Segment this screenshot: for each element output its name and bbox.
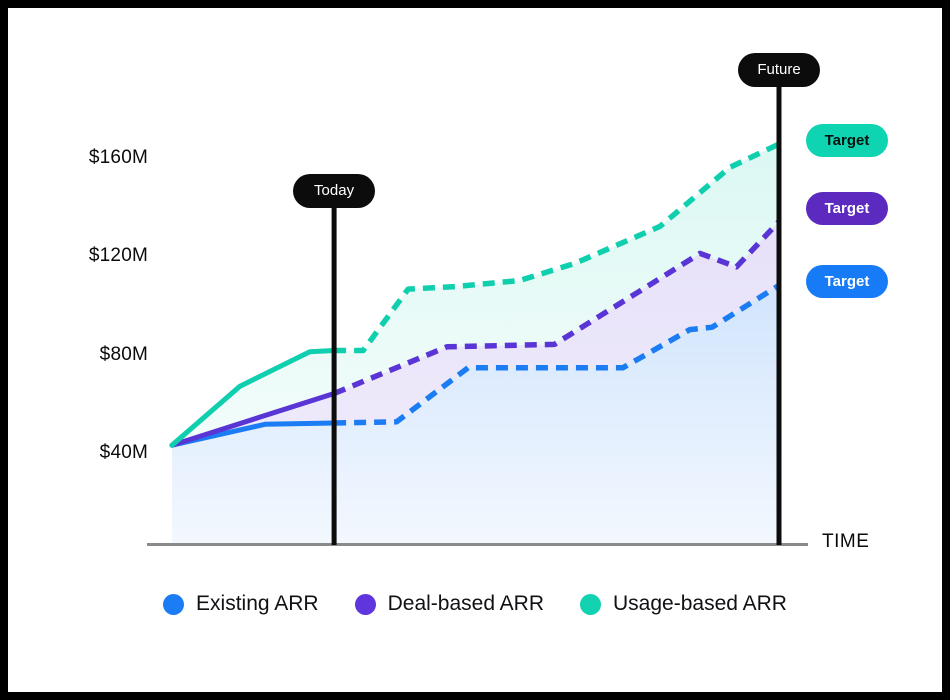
marker-badge-today: Today <box>293 174 376 208</box>
marker-badge-future: Future <box>738 53 820 87</box>
target-badge-deal-based-arr: Target <box>806 192 888 225</box>
y-axis-tick: $120M <box>88 245 148 267</box>
line-solid-existing-arr <box>169 420 337 448</box>
line-solid-usage-based-arr <box>169 348 337 448</box>
target-badge-usage-based-arr: Target <box>806 124 888 157</box>
legend-dot-icon <box>580 593 602 615</box>
series-lines <box>169 141 782 448</box>
band-existing-arr <box>172 285 779 543</box>
legend-dot-icon <box>354 593 376 615</box>
y-axis-tick: $160M <box>88 147 148 168</box>
band-usage-based-arr <box>172 144 779 446</box>
target-badge-existing-arr: Target <box>806 265 888 298</box>
x-axis-line <box>147 543 808 546</box>
legend-item: Existing ARR <box>163 592 319 616</box>
line-dashed-deal-based-arr <box>333 219 782 397</box>
legend-label: Existing ARR <box>196 592 319 615</box>
x-axis <box>147 543 808 546</box>
line-dashed-usage-based-arr <box>334 141 781 354</box>
x-axis-label: TIME <box>822 531 870 552</box>
legend-label: Deal-based ARR <box>387 592 545 615</box>
legend: Existing ARR Deal-based ARR Usage-based AR… <box>0 592 950 616</box>
legend-dot-icon <box>163 593 185 615</box>
marker-line-today <box>331 207 337 545</box>
legend-label: Usage-based ARR <box>613 592 787 615</box>
line-dashed-existing-arr <box>334 283 781 426</box>
line-solid-deal-based-arr <box>169 391 337 448</box>
legend-item: Usage-based ARR <box>580 592 787 616</box>
marker-line-future <box>776 86 782 545</box>
y-axis-tick: $40M <box>99 442 148 463</box>
legend-item: Deal-based ARR <box>354 592 545 616</box>
y-axis-tick: $80M <box>99 343 148 365</box>
band-deal-based-arr <box>172 221 779 446</box>
marker-lines <box>331 86 782 545</box>
area-bands <box>172 144 779 543</box>
